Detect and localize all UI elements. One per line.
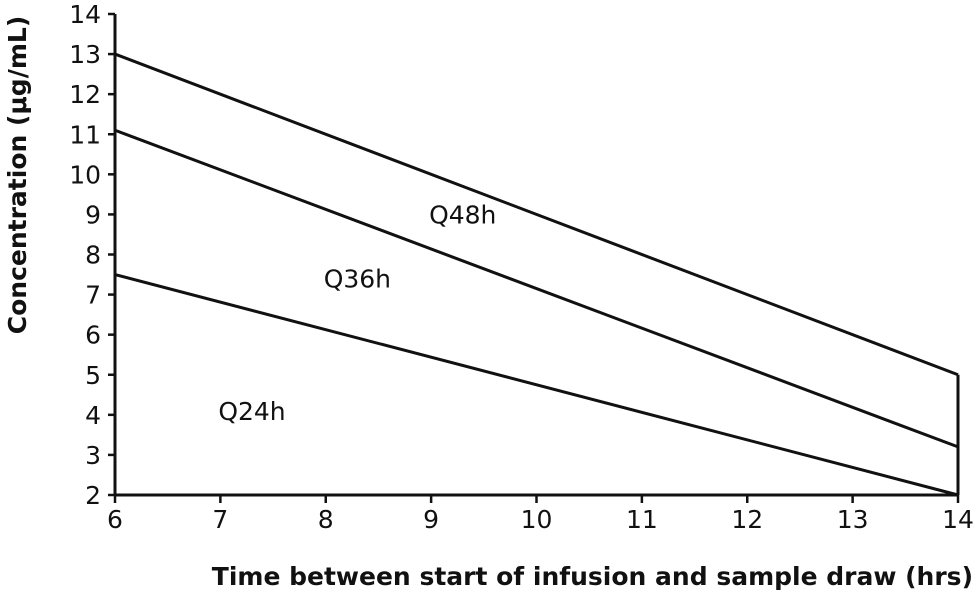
- y-tick-label: 9: [85, 200, 101, 229]
- series-label-q36h: Q36h: [324, 265, 391, 294]
- y-tick-label: 12: [69, 80, 101, 109]
- y-tick-label: 11: [69, 120, 101, 149]
- x-tick-label: 8: [318, 505, 334, 534]
- y-tick-label: 4: [85, 401, 101, 430]
- series-line-q36h: [114, 128, 959, 449]
- x-tick-label: 13: [837, 505, 869, 534]
- series-line-q48h: [114, 52, 959, 377]
- y-tick-label: 7: [85, 281, 101, 310]
- y-tick-label: 13: [69, 40, 101, 69]
- series-line-q24h: [114, 273, 959, 497]
- y-axis-title: Concentration (μg/mL): [3, 16, 32, 335]
- x-tick-label: 14: [942, 505, 974, 534]
- y-tick-label: 3: [85, 441, 101, 470]
- y-tick-label: 2: [85, 481, 101, 510]
- y-tick-label: 10: [69, 160, 101, 189]
- series-label-q48h: Q48h: [429, 200, 496, 229]
- y-tick-label: 6: [85, 321, 101, 350]
- y-tick-label: 14: [69, 0, 101, 29]
- x-axis-title: Time between start of infusion and sampl…: [212, 562, 973, 591]
- x-tick-label: 7: [212, 505, 228, 534]
- x-tick-label: 12: [731, 505, 763, 534]
- x-tick-label: 6: [107, 505, 123, 534]
- y-tick-label: 8: [85, 241, 101, 270]
- y-tick-label: 5: [85, 361, 101, 390]
- plot-area: 2 3 4 5 6 7 8 9 10 11 12 13 14 6 7 8 9 10 11 12 13 14 Q48h Q36h…: [69, 0, 974, 534]
- x-tick-label: 10: [521, 505, 553, 534]
- x-tick-label: 11: [626, 505, 658, 534]
- x-tick-label: 9: [423, 505, 439, 534]
- series-label-q24h: Q24h: [218, 397, 285, 426]
